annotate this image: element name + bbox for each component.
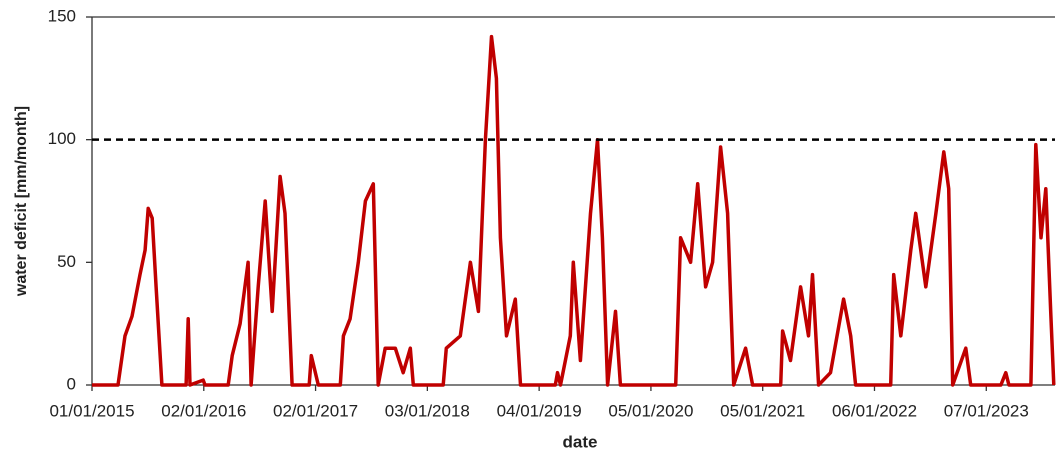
x-axis-title: date [563,432,598,451]
x-tick-label: 05/01/2021 [720,401,805,420]
x-tick-label: 05/01/2020 [608,401,693,420]
y-tick-label: 50 [57,252,76,271]
x-tick-label: 01/01/2015 [49,401,134,420]
y-tick-label: 100 [48,129,76,148]
x-tick-label: 06/01/2022 [832,401,917,420]
y-axis-title: water deficit [mm/month] [13,106,30,297]
x-tick-label: 02/01/2017 [273,401,358,420]
x-tick-label: 07/01/2023 [944,401,1029,420]
x-tick-label: 04/01/2019 [497,401,582,420]
y-tick-label: 150 [48,6,76,25]
x-tick-label: 03/01/2018 [385,401,470,420]
y-tick-label: 0 [67,374,76,393]
data-line [92,34,1056,387]
x-tick-label: 02/01/2016 [161,401,246,420]
